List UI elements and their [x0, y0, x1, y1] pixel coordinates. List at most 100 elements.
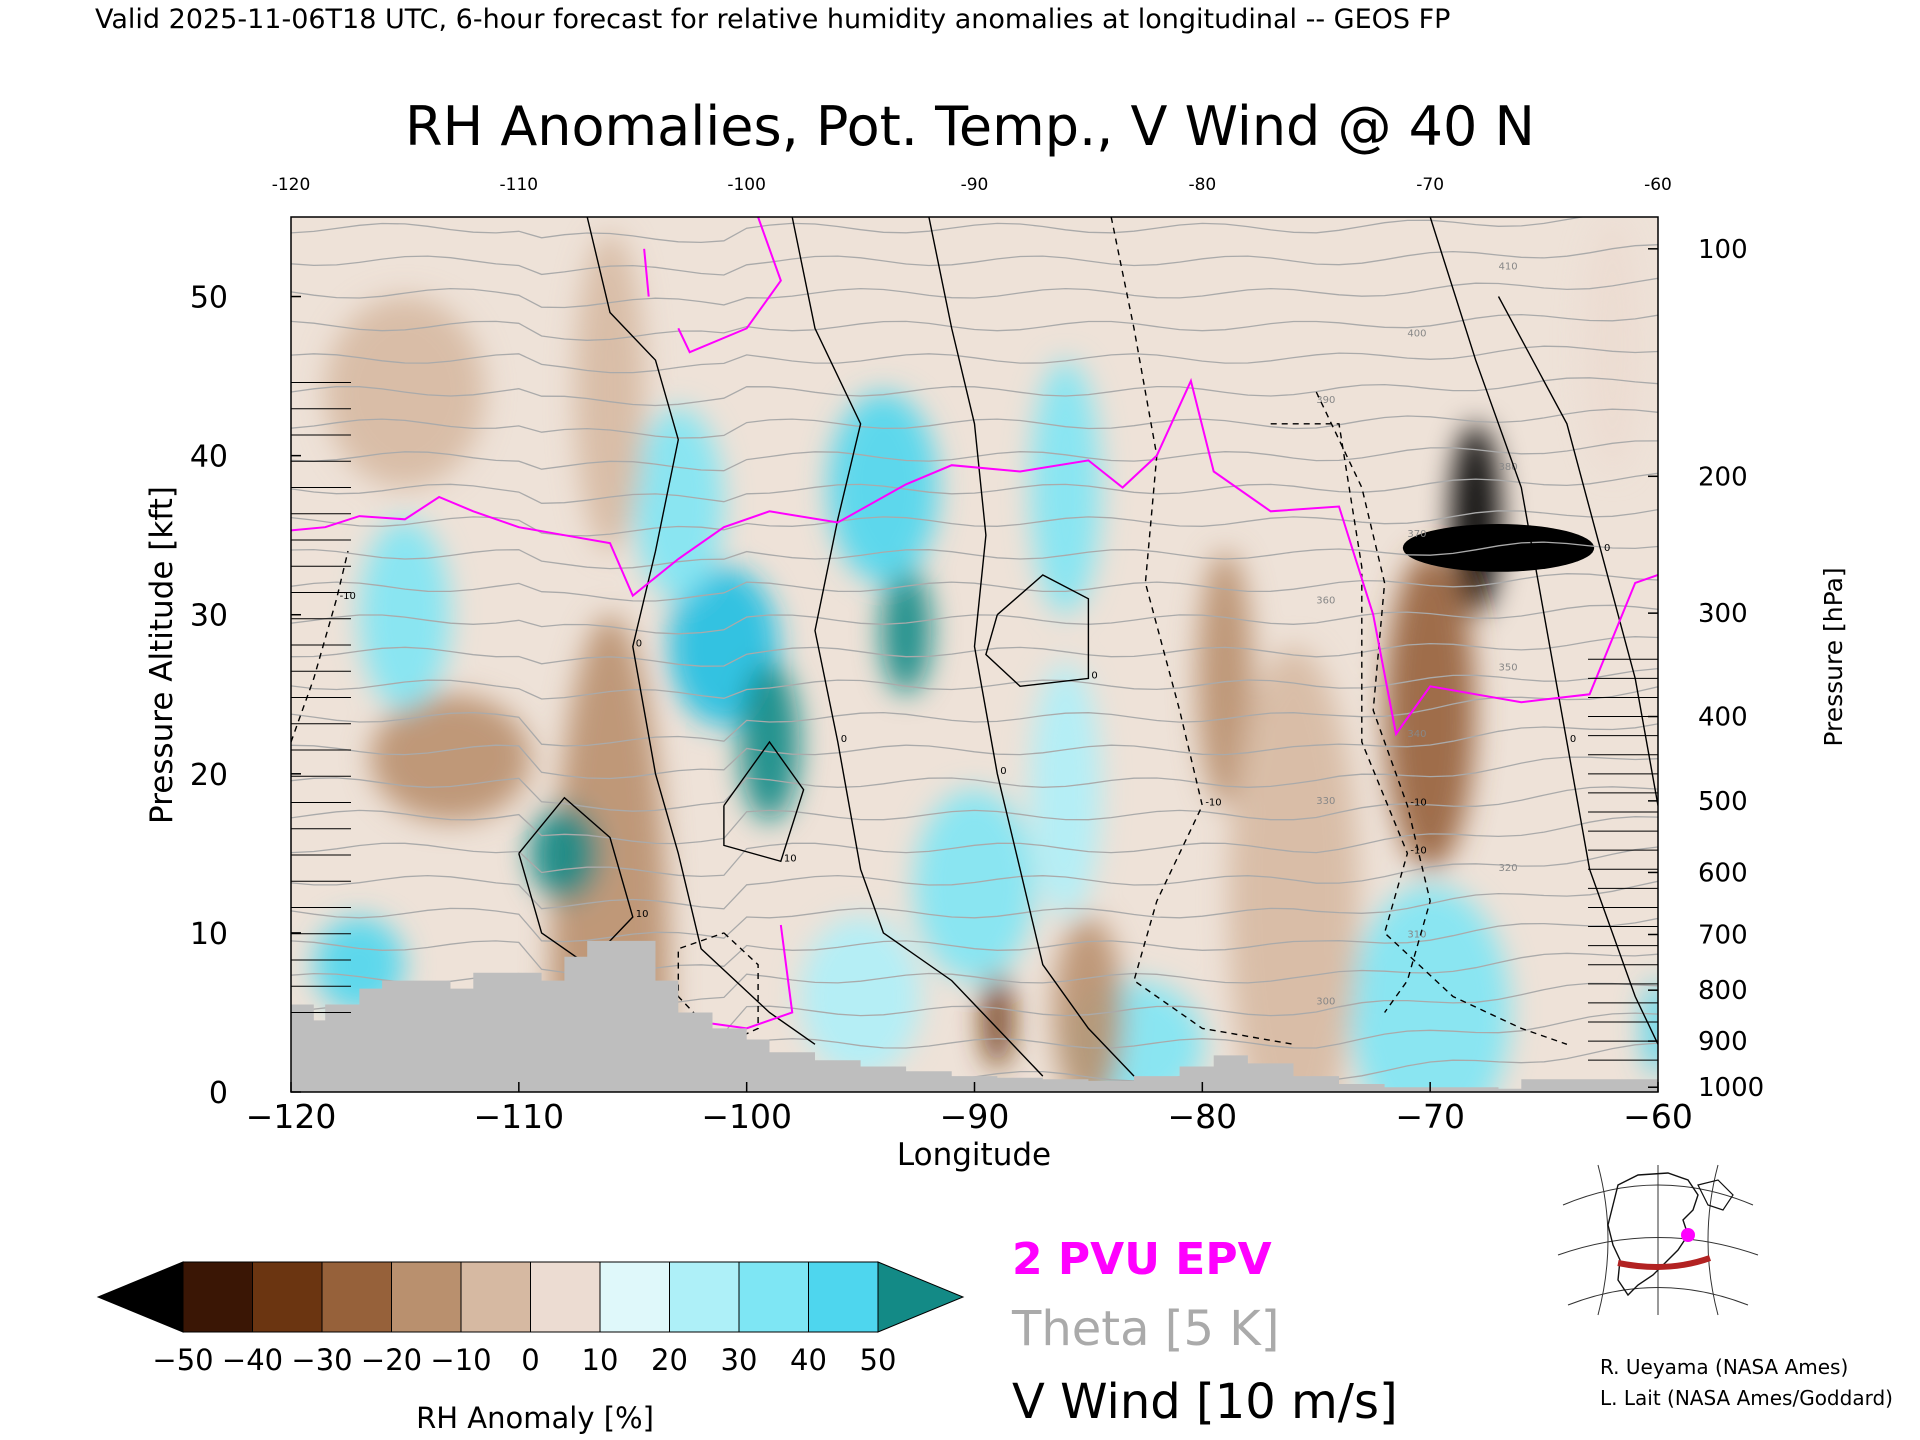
- v-wind-contour: [1315, 391, 1431, 1013]
- pressure-tick-label: 1000: [1698, 1073, 1764, 1103]
- theta-label: 360: [1316, 596, 1335, 607]
- pressure-axis-label: Pressure [hPa]: [1819, 567, 1848, 746]
- x-top-tick-label: -60: [1644, 175, 1672, 195]
- theta-contours: 300 310 320 330 340 350 360 370 380 390 400 410 420: [291, 217, 1658, 1092]
- x-top-tick-label: -70: [1416, 175, 1444, 195]
- theta-isentrope: [291, 277, 1658, 309]
- v-wind-label: 0: [1000, 766, 1006, 777]
- rh-blob: [1030, 662, 1101, 918]
- colorbar-tick-label: −10: [430, 1343, 491, 1377]
- theta-isentrope: [291, 541, 1658, 570]
- theta-isentrope: [291, 917, 1658, 975]
- rh-blob: [828, 392, 939, 583]
- rh-blob: [982, 972, 1013, 1069]
- rh-anomaly-field: [314, 217, 1658, 1092]
- v-wind-contour: [791, 217, 1044, 1077]
- pressure-tick-label: 100: [1698, 235, 1748, 265]
- x-tick-label: −120: [246, 1097, 337, 1136]
- theta-label: 400: [1407, 328, 1426, 339]
- v-wind-label: 0: [1604, 543, 1610, 554]
- colorbar-tick-label: 30: [721, 1343, 758, 1377]
- theta-isentrope: [291, 217, 1586, 244]
- theta-label: 300: [1316, 997, 1335, 1008]
- transect-line: [1617, 1255, 1712, 1270]
- x-tick-label: −60: [1623, 1097, 1693, 1136]
- theta-isentrope: [291, 573, 1658, 602]
- x-tick-label: −80: [1168, 1097, 1238, 1136]
- x-tick-label: −100: [701, 1097, 792, 1136]
- colorbar-over-arrow: [877, 1261, 965, 1333]
- rh-blob: [800, 917, 921, 1077]
- theta-isentrope: [291, 377, 1658, 407]
- epv-line: [291, 377, 1658, 737]
- colorbar-tick-label: 50: [860, 1343, 897, 1377]
- theta-isentrope: [291, 408, 1658, 439]
- v-wind-label: -10: [1410, 798, 1426, 809]
- v-wind-contour: [1497, 296, 1658, 806]
- x-tick-label: −90: [940, 1097, 1010, 1136]
- theta-label: 410: [1499, 262, 1518, 273]
- v-wind-contour: [985, 574, 1090, 688]
- chart-title: RH Anomalies, Pot. Temp., V Wind @ 40 N: [405, 95, 1535, 158]
- x-top-tick-label: -110: [500, 175, 539, 195]
- x-top-tick-label: -120: [272, 175, 311, 195]
- v-wind-contour: [928, 217, 1135, 1077]
- rh-blob: [881, 567, 932, 695]
- theta-isentrope: [291, 786, 1658, 845]
- pressure-tick-label: 500: [1698, 787, 1748, 817]
- y-tick-label: 0: [209, 1076, 228, 1111]
- colorbar-swatch: [738, 1261, 809, 1333]
- rh-blob: [1228, 646, 1359, 1092]
- pressure-tick-label: 600: [1698, 858, 1748, 888]
- x-top-tick-label: -80: [1188, 175, 1216, 195]
- colorbar-swatch: [669, 1261, 740, 1333]
- v-wind-contour: [1110, 217, 1294, 1045]
- colorbar-tick-label: −20: [361, 1343, 422, 1377]
- rh-blob: [1582, 217, 1643, 472]
- theta-isentrope: [291, 636, 1658, 667]
- locator-map: [1557, 1164, 1759, 1316]
- colorbar-swatch: [252, 1261, 323, 1333]
- theta-isentrope: [291, 816, 1658, 878]
- colorbar-under-arrow: [96, 1261, 184, 1333]
- colorbar-tick-label: 0: [521, 1343, 539, 1377]
- colorbar-tick-label: 20: [651, 1343, 688, 1377]
- terrain: [291, 940, 1658, 1092]
- colorbar-tick-label: −50: [152, 1343, 213, 1377]
- epv-segment: [643, 248, 650, 297]
- theta-isentrope: [291, 313, 1658, 341]
- v-wind-label: 0: [1091, 670, 1097, 681]
- colorbar-swatch: [808, 1261, 879, 1333]
- v-wind-label: 0: [841, 734, 847, 745]
- credit-line-1: R. Ueyama (NASA Ames): [1600, 1355, 1848, 1379]
- rh-blob: [1197, 551, 1254, 806]
- theta-label: 320: [1499, 863, 1518, 874]
- theta-isentrope: [291, 604, 1658, 635]
- pressure-tick-label: 300: [1698, 599, 1748, 629]
- plot-area: 300310320330340350360370380390400410420 …: [290, 216, 1659, 1093]
- theta-isentrope: [291, 686, 1658, 747]
- rh-blob: [1350, 885, 1511, 1092]
- pressure-tick-label: 900: [1698, 1027, 1748, 1057]
- y-tick-label: 10: [190, 917, 228, 952]
- x-tick-label: −110: [474, 1097, 565, 1136]
- x-tick-label: −70: [1395, 1097, 1465, 1136]
- terrain-profile: [291, 940, 1658, 1092]
- v-wind-label: -10: [1410, 845, 1426, 856]
- colorbar-swatch: [530, 1261, 601, 1333]
- chart-subtitle: Valid 2025-11-06T18 UTC, 6-hour forecast…: [95, 4, 1450, 35]
- v-wind-contour: [518, 796, 634, 966]
- location-marker: [1681, 1228, 1695, 1242]
- x-top-tick-label: -90: [961, 175, 989, 195]
- pressure-axis: 100 200 300 400 500 600 700 800 900 1000: [1648, 235, 1764, 1103]
- rh-blob: [370, 694, 531, 822]
- x-axis-top: -120 -110 -100 -90 -80 -70 -60: [272, 175, 1672, 195]
- colorbar-label: RH Anomaly [%]: [416, 1401, 654, 1435]
- v-wind-label: -10: [1205, 798, 1221, 809]
- theta-isentrope: [291, 440, 1658, 472]
- rh-blob: [529, 805, 600, 902]
- epv-segment: [677, 217, 782, 354]
- colorbar-tick-label: 10: [582, 1343, 619, 1377]
